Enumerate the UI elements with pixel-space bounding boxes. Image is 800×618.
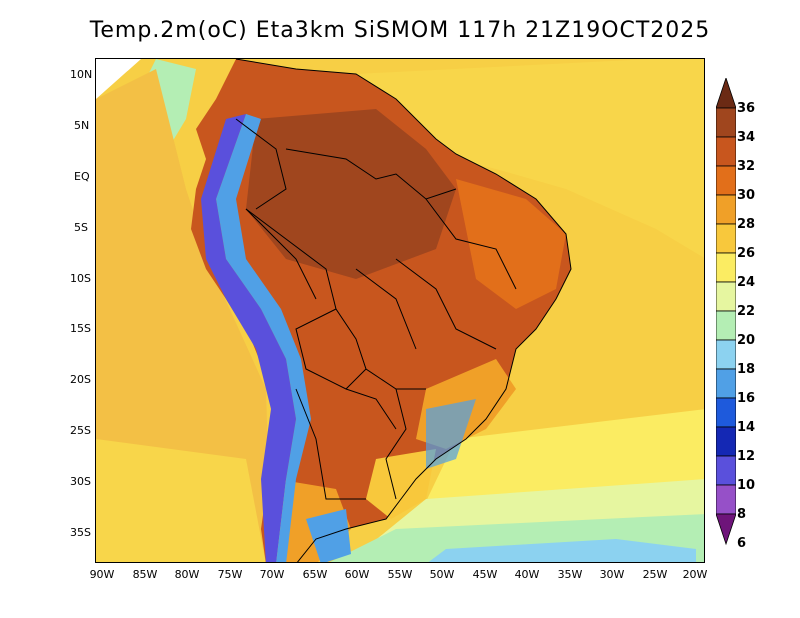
border-states-2 bbox=[395, 258, 497, 350]
lat-label-5s: 5S bbox=[74, 221, 88, 234]
border-paraguay bbox=[345, 388, 397, 430]
andes-cool-fringe bbox=[216, 114, 311, 562]
lon-label-55w: 55W bbox=[387, 568, 413, 581]
border-states-1 bbox=[425, 198, 517, 290]
colorbar-label-26: 26 bbox=[737, 246, 756, 261]
map-title: Temp.2m(oC) Eta3km SiSMOM 117h 21Z19OCT2… bbox=[89, 18, 711, 43]
lon-label-50w: 50W bbox=[429, 568, 455, 581]
lat-label-35s: 35S bbox=[70, 526, 91, 539]
lon-label-60w: 60W bbox=[344, 568, 370, 581]
colorbar-label-36: 36 bbox=[737, 101, 756, 116]
temperature-map bbox=[95, 58, 705, 563]
land-southeast-cool bbox=[426, 399, 476, 469]
colorbar-swatch-13 bbox=[716, 455, 736, 486]
lat-label-eq: EQ bbox=[74, 170, 90, 183]
lat-label-10n: 10N bbox=[70, 68, 93, 81]
border-argentina bbox=[295, 388, 366, 500]
colorbar-label-10: 10 bbox=[737, 478, 756, 493]
border-brazil-south bbox=[385, 388, 407, 500]
colorbar-swatch-10 bbox=[716, 368, 736, 399]
colorbar-swatch-2 bbox=[716, 136, 736, 167]
ocean-atlantic-north bbox=[356, 59, 704, 258]
ocean-south-band-4 bbox=[428, 539, 696, 562]
colorbar-label-6: 6 bbox=[737, 536, 747, 551]
colorbar-label-28: 28 bbox=[737, 217, 756, 232]
colorbar-label-8: 8 bbox=[737, 507, 747, 522]
andes-mountains bbox=[201, 114, 296, 562]
colorbar-swatch-8 bbox=[716, 310, 736, 341]
lon-label-65w: 65W bbox=[302, 568, 328, 581]
lon-label-90w: 90W bbox=[89, 568, 115, 581]
lat-label-20s: 20S bbox=[70, 373, 91, 386]
ocean-pacific-cool bbox=[96, 439, 266, 562]
colorbar-label-12: 12 bbox=[737, 449, 756, 464]
lon-label-20w: 20W bbox=[682, 568, 708, 581]
coastline bbox=[235, 59, 572, 562]
colorbar-label-18: 18 bbox=[737, 362, 756, 377]
lon-label-35w: 35W bbox=[557, 568, 583, 581]
colorbar-swatch-12 bbox=[716, 426, 736, 457]
colorbar-arrow-top bbox=[716, 78, 736, 109]
colorbar-label-24: 24 bbox=[737, 275, 756, 290]
lon-label-85w: 85W bbox=[132, 568, 158, 581]
colorbar bbox=[716, 78, 736, 546]
colorbar-arrow-bottom bbox=[716, 513, 736, 546]
lat-label-30s: 30S bbox=[70, 475, 91, 488]
land-northeast bbox=[456, 179, 566, 309]
lat-label-10s: 10S bbox=[70, 272, 91, 285]
border-brazil-west bbox=[245, 208, 426, 390]
land-south bbox=[366, 449, 436, 519]
border-bolivia bbox=[295, 308, 367, 390]
lon-label-30w: 30W bbox=[599, 568, 625, 581]
lon-label-45w: 45W bbox=[472, 568, 498, 581]
border-colombia bbox=[235, 118, 287, 210]
lat-label-5n: 5N bbox=[74, 119, 90, 132]
border-peru bbox=[245, 208, 317, 300]
colorbar-label-16: 16 bbox=[737, 391, 756, 406]
border-brazil-north bbox=[285, 148, 457, 200]
colorbar-swatch-7 bbox=[716, 281, 736, 312]
border-states-3 bbox=[355, 268, 417, 350]
lon-label-75w: 75W bbox=[217, 568, 243, 581]
lon-label-25w: 25W bbox=[642, 568, 668, 581]
colorbar-swatch-5 bbox=[716, 223, 736, 254]
colorbar-swatch-1 bbox=[716, 107, 736, 138]
lon-label-40w: 40W bbox=[514, 568, 540, 581]
colorbar-label-30: 30 bbox=[737, 188, 756, 203]
lat-label-15s: 15S bbox=[70, 322, 91, 335]
colorbar-swatch-3 bbox=[716, 165, 736, 196]
colorbar-label-14: 14 bbox=[737, 420, 756, 435]
colorbar-label-20: 20 bbox=[737, 333, 756, 348]
lon-label-70w: 70W bbox=[259, 568, 285, 581]
ocean-pacific bbox=[96, 69, 271, 562]
lon-label-80w: 80W bbox=[174, 568, 200, 581]
colorbar-swatch-9 bbox=[716, 339, 736, 370]
colorbar-swatch-11 bbox=[716, 397, 736, 428]
colorbar-swatch-14 bbox=[716, 484, 736, 515]
land-patagonia-cool bbox=[306, 509, 351, 562]
colorbar-label-32: 32 bbox=[737, 159, 756, 174]
colorbar-label-34: 34 bbox=[737, 130, 756, 145]
colorbar-swatch-6 bbox=[716, 252, 736, 283]
colorbar-swatch-4 bbox=[716, 194, 736, 225]
lat-label-25s: 25S bbox=[70, 424, 91, 437]
colorbar-label-22: 22 bbox=[737, 304, 756, 319]
